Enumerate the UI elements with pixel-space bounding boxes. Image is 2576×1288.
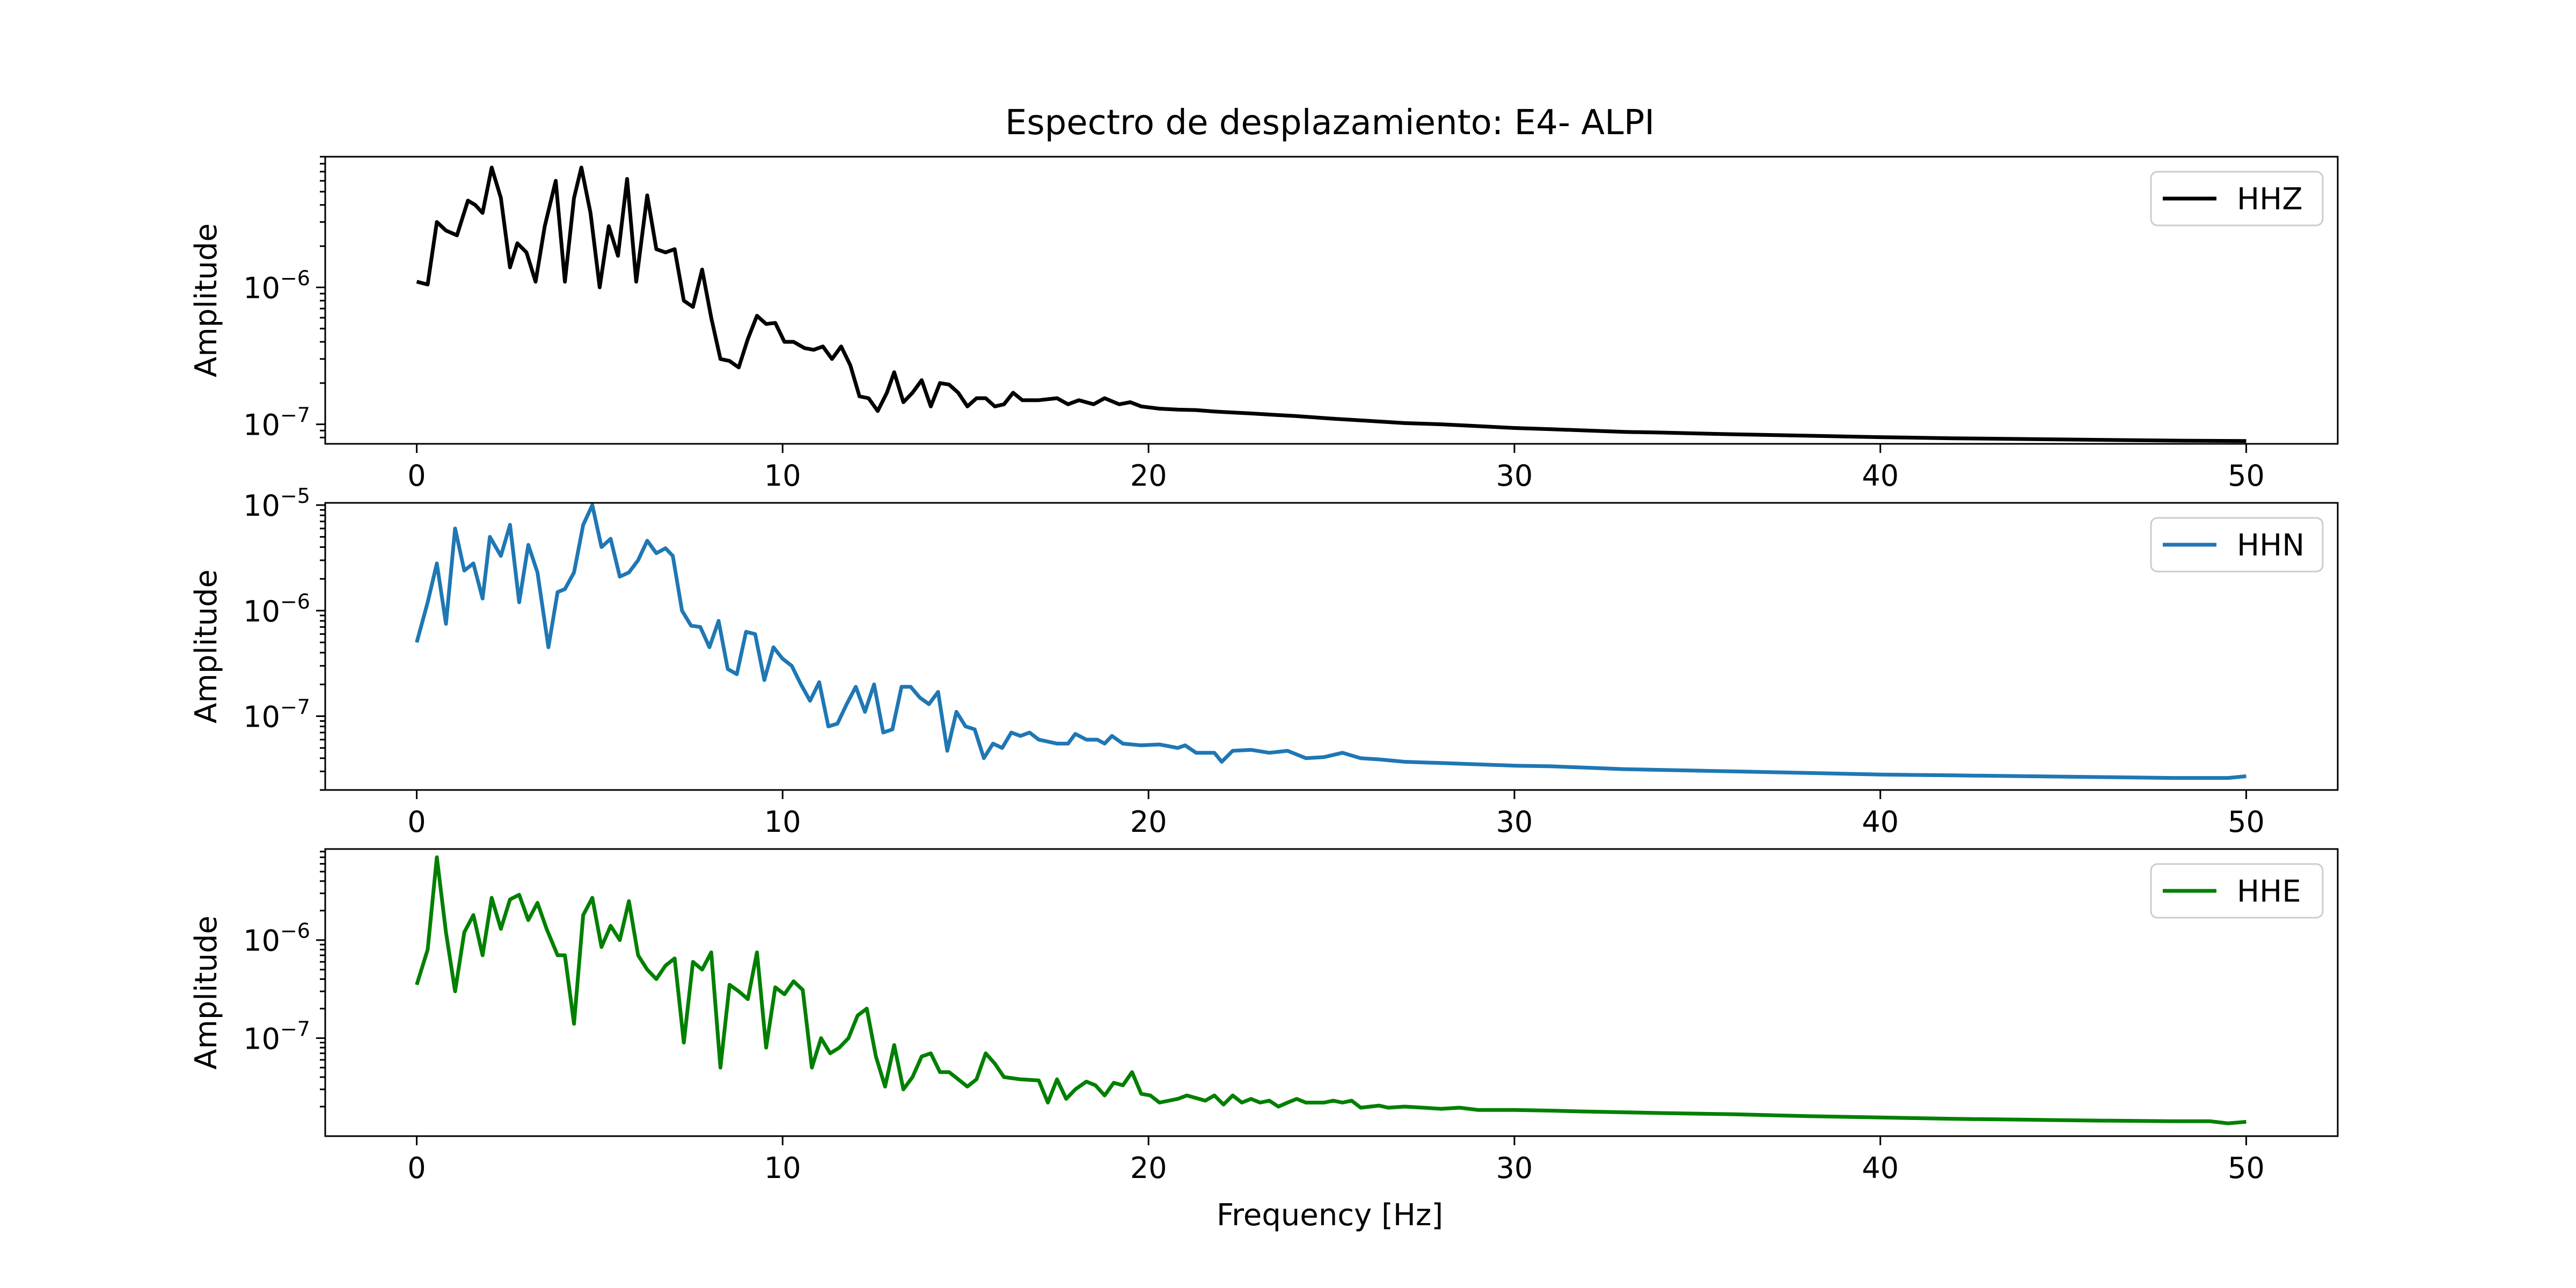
x-tick-label: 50 [2228,1151,2265,1185]
y-axis-label: Amplitude [189,916,224,1070]
y-tick-exponent: −6 [280,266,310,290]
y-tick-base: 10 [243,924,280,958]
legend-box [2150,863,2324,919]
x-tick-label: 0 [407,459,426,493]
x-tick-label: 20 [1130,805,1167,839]
x-tick-label: 10 [764,805,801,839]
x-tick-label: 20 [1130,459,1167,493]
legend: HHE [2150,863,2324,919]
y-tick-label: 10−7 [243,404,310,442]
series-line-hhe [415,855,2246,1125]
axes-frame [324,156,2339,445]
chart-title: Espectro de desplazamiento: E4- ALPI [1005,103,1655,143]
y-tick-label: 10−7 [243,1017,310,1056]
legend-label-hhe: HHE [2237,874,2301,909]
y-tick-label: 10−6 [243,919,310,958]
x-tick-label: 30 [1496,805,1533,839]
y-tick-exponent: −5 [280,484,310,508]
y-tick-base: 10 [243,489,280,523]
y-tick-exponent: −6 [280,590,310,613]
y-tick-label: 10−5 [243,484,310,523]
y-tick-exponent: −7 [280,1017,310,1041]
series-line-hhn [415,503,2246,780]
x-tick-label: 40 [1862,805,1899,839]
subplots: 10−610−70 10 20 30 40 50AmplitudeHHZ10−510−61… [189,156,2339,1185]
legend-box [2150,517,2324,573]
x-axis-label: Frequency [Hz] [1217,1198,1443,1233]
x-tick-label: 20 [1130,1151,1167,1185]
x-tick-label: 10 [764,459,801,493]
axes-frame [324,848,2339,1137]
y-tick-base: 10 [243,1022,280,1056]
axes-frame [324,502,2339,791]
x-tick-label: 10 [764,1151,801,1185]
y-tick-exponent: −7 [280,404,310,427]
y-tick-exponent: −7 [280,696,310,719]
y-tick-exponent: −6 [280,919,310,943]
y-tick-base: 10 [243,595,280,628]
series-line-hhz [416,165,2246,443]
x-tick-label: 0 [407,1151,426,1185]
x-tick-label: 40 [1862,1151,1899,1185]
x-tick-label: 30 [1496,459,1533,493]
x-tick-label: 50 [2228,805,2265,839]
y-tick-base: 10 [243,408,280,442]
legend-label-hhn: HHN [2237,528,2304,563]
legend: HHZ [2150,171,2324,226]
y-axis-label: Amplitude [189,569,224,723]
x-tick-label: 30 [1496,1151,1533,1185]
legend-label-hhz: HHZ [2237,182,2303,217]
y-axis-label: Amplitude [189,223,224,377]
x-tick-label: 50 [2228,459,2265,493]
y-tick-base: 10 [243,700,280,734]
y-tick-label: 10−6 [243,266,310,305]
y-tick-base: 10 [243,271,280,305]
x-tick-label: 0 [407,805,426,839]
x-tick-label: 40 [1862,459,1899,493]
legend-box [2150,171,2324,226]
y-tick-label: 10−7 [243,696,310,734]
y-tick-label: 10−6 [243,590,310,628]
legend: HHN [2150,517,2324,573]
